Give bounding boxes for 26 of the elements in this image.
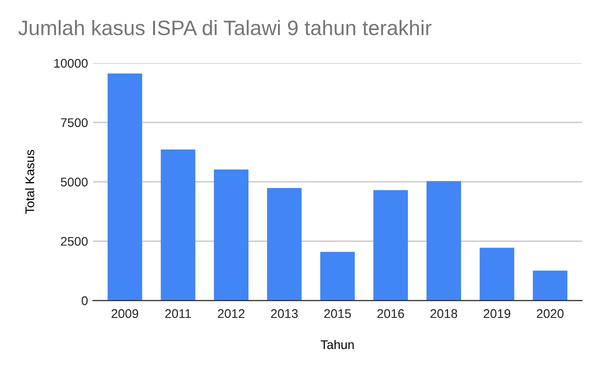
x-axis-title: Tahun	[320, 340, 354, 350]
y-tick-label: 2500	[60, 236, 88, 246]
x-tick-label: 2009	[112, 309, 138, 318]
y-tick-label: 7500	[60, 118, 88, 128]
y-tick-label: 0	[82, 296, 88, 306]
bar	[532, 270, 568, 301]
bar	[214, 169, 248, 301]
y-axis-title: Total Kasus	[25, 150, 34, 214]
bar	[480, 248, 514, 301]
x-tick-label: 2013	[271, 309, 298, 318]
bar	[320, 252, 355, 301]
y-tick-label: 10000	[54, 58, 88, 68]
chart-title: Jumlah kasus ISPA di Talawi 9 tahun terakhir	[18, 20, 432, 36]
bar	[267, 188, 302, 301]
bar	[373, 190, 408, 301]
x-tick-label: 2019	[484, 309, 510, 318]
x-tick-label: 2011	[165, 309, 191, 318]
y-tick-label: 5000	[60, 178, 88, 186]
bar	[160, 150, 196, 301]
x-tick-label: 2020	[536, 309, 564, 318]
bar	[426, 181, 462, 301]
x-tick-label: 2012	[218, 309, 244, 318]
x-tick-label: 2015	[324, 309, 351, 318]
x-tick-label: 2016	[377, 309, 404, 318]
x-tick-label: 2018	[430, 309, 458, 318]
bar	[108, 74, 142, 301]
